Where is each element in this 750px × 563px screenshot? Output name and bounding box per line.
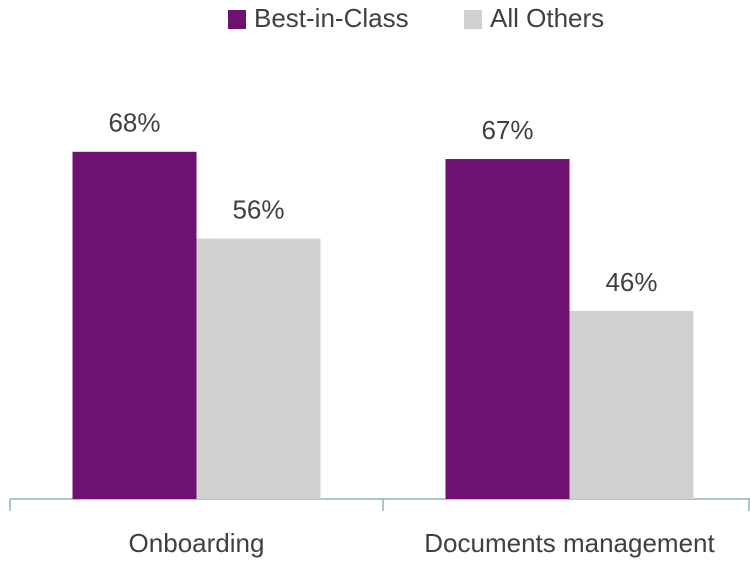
bar — [196, 238, 321, 499]
legend-label: All Others — [490, 3, 604, 33]
legend-swatch — [464, 10, 482, 29]
data-label: 67% — [481, 115, 533, 145]
x-tick-label: Documents management — [424, 528, 715, 558]
legend-swatch — [228, 10, 246, 29]
bar — [445, 159, 570, 500]
bar — [72, 151, 197, 500]
x-tick-label: Onboarding — [129, 528, 265, 558]
data-label: 56% — [232, 194, 284, 224]
data-label: 46% — [605, 267, 657, 297]
data-label: 68% — [108, 108, 160, 138]
legend-label: Best-in-Class — [254, 3, 409, 33]
bar — [569, 310, 694, 499]
